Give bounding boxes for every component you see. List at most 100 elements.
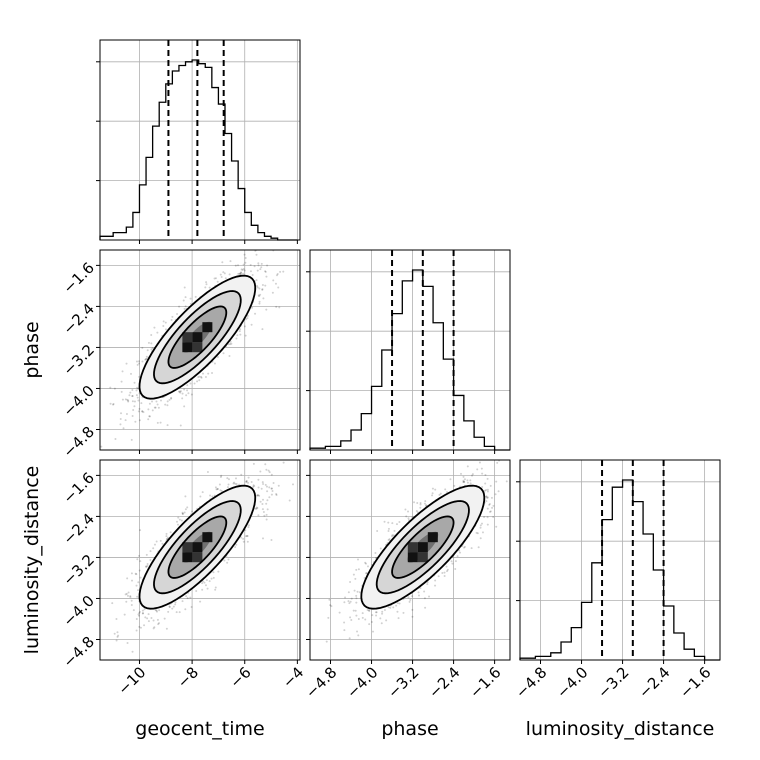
sample-point: [146, 349, 149, 352]
sample-point: [137, 581, 140, 584]
sample-point: [128, 394, 131, 397]
sample-point: [423, 590, 426, 593]
sample-point: [261, 328, 264, 331]
sample-point: [381, 610, 384, 613]
sample-point: [137, 614, 140, 617]
sample-point: [112, 403, 115, 406]
sample-point: [151, 400, 154, 403]
sample-point: [145, 553, 148, 556]
sample-point: [212, 576, 215, 579]
sample-point: [240, 271, 243, 274]
sample-point: [214, 586, 217, 589]
sample-point: [141, 410, 144, 413]
sample-point: [445, 491, 448, 494]
sample-point: [258, 300, 261, 303]
sample-point: [338, 611, 341, 614]
sample-point: [134, 420, 137, 423]
sample-point: [243, 253, 246, 256]
sample-point: [183, 405, 186, 408]
sample-point: [364, 562, 367, 565]
scatter-panel-phase-vs-luminosity_distance: −4.8 −4.0 −3.2 −2.4 −1.6: [302, 459, 511, 702]
sample-point: [100, 445, 103, 448]
sample-point: [411, 615, 414, 618]
sample-point: [193, 382, 196, 385]
sample-point: [256, 286, 259, 289]
sample-point: [259, 500, 262, 503]
sample-point: [396, 602, 399, 605]
sample-point: [179, 390, 182, 393]
sample-point: [483, 516, 486, 519]
sample-point: [190, 393, 193, 396]
sample-point: [416, 502, 419, 505]
x-tick-label: −3.2: [384, 663, 422, 701]
sample-point: [166, 536, 169, 539]
sample-point: [155, 400, 158, 403]
sample-point: [364, 618, 367, 621]
sample-point: [191, 510, 194, 513]
sample-point: [413, 501, 416, 504]
sample-point: [116, 631, 119, 634]
sample-point: [141, 612, 144, 615]
sample-point: [147, 408, 150, 411]
sample-point: [141, 360, 144, 363]
sample-point: [178, 390, 181, 393]
sample-point: [391, 535, 394, 538]
sample-point: [161, 542, 164, 545]
sample-point: [375, 611, 378, 614]
sample-point: [117, 634, 120, 637]
histogram-panel-luminosity_distance: −4.8 −4.0 −3.2 −2.4 −1.6: [512, 459, 721, 702]
sample-point: [256, 494, 259, 497]
sample-point: [204, 286, 207, 289]
sample-point: [150, 616, 153, 619]
sample-point: [152, 547, 155, 550]
panel-background: [520, 460, 720, 660]
sample-point: [130, 604, 133, 607]
sample-point: [198, 375, 201, 378]
sample-point: [255, 253, 258, 256]
sample-point: [125, 413, 128, 416]
sample-point: [343, 621, 346, 624]
sample-point: [245, 480, 248, 483]
sample-point: [484, 474, 487, 477]
sample-point: [141, 609, 144, 612]
sample-point: [138, 610, 141, 613]
sample-point: [131, 650, 134, 653]
sample-point: [491, 506, 494, 509]
sample-point: [443, 575, 446, 578]
sample-point: [176, 313, 179, 316]
panel-frame: [99, 39, 301, 241]
sample-point: [256, 269, 259, 272]
sample-point: [469, 479, 472, 482]
sample-point: [181, 397, 184, 400]
histogram-step-line: [519, 479, 720, 661]
sample-point: [486, 496, 489, 499]
sample-point: [229, 340, 232, 343]
sample-point: [187, 392, 190, 395]
sample-point: [276, 272, 279, 275]
sample-point: [266, 508, 269, 511]
sample-point: [174, 603, 177, 606]
sample-point: [153, 326, 156, 329]
sample-point: [138, 569, 141, 572]
sample-point: [183, 388, 186, 391]
sample-point: [170, 397, 173, 400]
sample-point: [454, 560, 457, 563]
sample-point: [354, 577, 357, 580]
sample-point: [367, 609, 370, 612]
sample-point: [270, 487, 273, 490]
sample-point: [270, 473, 273, 476]
density-cell: [192, 542, 203, 553]
sample-point: [438, 493, 441, 496]
sample-point: [253, 265, 256, 268]
x-tick-label: −1.6: [466, 663, 504, 701]
sample-point: [184, 296, 187, 299]
sample-point: [245, 535, 248, 538]
sample-point: [186, 506, 189, 509]
sample-point: [272, 482, 275, 485]
sample-point: [221, 261, 224, 264]
sample-point: [416, 511, 419, 514]
sample-point: [115, 639, 118, 642]
sample-point: [141, 346, 144, 349]
sample-point: [246, 317, 249, 320]
y-tick-label: −1.6: [60, 469, 98, 507]
